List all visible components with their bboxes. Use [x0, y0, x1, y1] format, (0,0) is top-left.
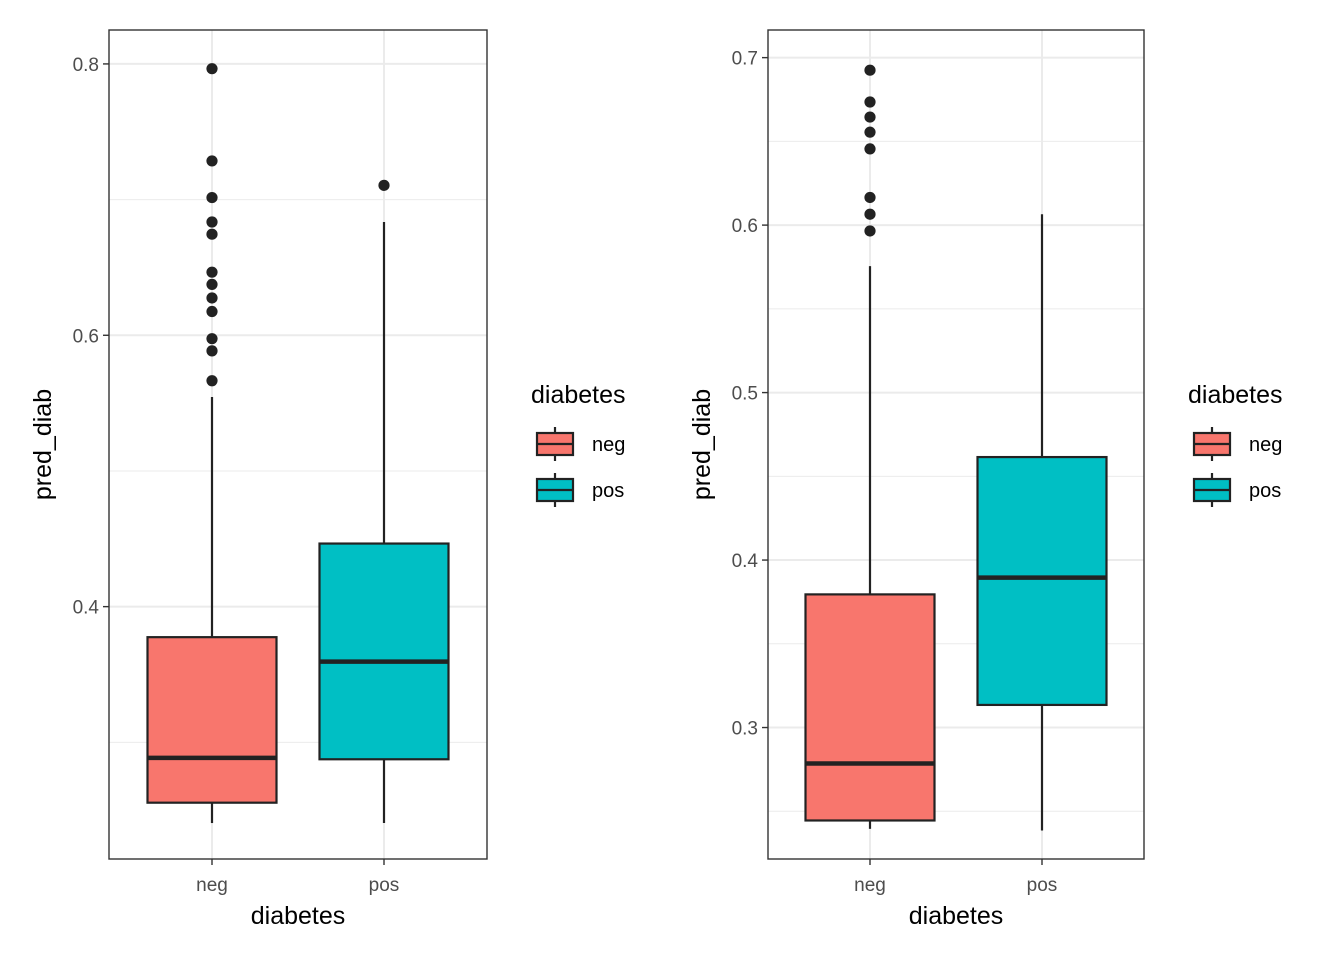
outlier-point	[864, 225, 876, 237]
x-axis-title: diabetes	[909, 902, 1004, 930]
chart-panel-1: 0.4 0.6 0.8 neg pos diabetes pred_diab diabetes…	[29, 29, 626, 930]
box-neg	[146, 63, 278, 824]
panel-border	[108, 29, 488, 860]
outlier-point	[206, 228, 218, 240]
outlier-point	[206, 63, 218, 75]
legend-item-neg: neg	[535, 427, 625, 461]
legend-label: pos	[592, 480, 624, 502]
y-tick-label: 0.8	[73, 55, 99, 76]
y-tick-label: 0.4	[732, 551, 759, 572]
legend-label: neg	[592, 434, 625, 456]
x-tick-label: neg	[854, 875, 886, 896]
outlier-point	[864, 64, 876, 76]
legend-item-neg: neg	[1192, 427, 1282, 461]
outlier-point	[206, 216, 218, 228]
y-tick-label: 0.4	[73, 598, 100, 619]
x-tick-label: pos	[369, 875, 400, 896]
box-neg	[804, 64, 936, 829]
legend-title: diabetes	[1188, 381, 1283, 409]
outlier-point	[206, 292, 218, 304]
x-tick-label: neg	[196, 875, 228, 896]
y-tick-label: 0.5	[732, 384, 758, 405]
outlier-point	[206, 333, 218, 345]
box-body	[318, 542, 450, 761]
legend: diabetes neg pos	[1188, 381, 1283, 507]
y-tick-label: 0.6	[73, 326, 99, 347]
box-body	[804, 593, 936, 822]
legend-item-pos: pos	[535, 473, 624, 507]
panel-border	[767, 29, 1145, 860]
outlier-point	[864, 111, 876, 123]
y-tick-label: 0.3	[732, 719, 758, 740]
legend-item-pos: pos	[1192, 473, 1281, 507]
outlier-point	[864, 96, 876, 108]
outlier-point	[206, 155, 218, 167]
outlier-point	[864, 208, 876, 220]
outlier-point	[206, 305, 218, 318]
outlier-point	[378, 179, 390, 191]
y-tick-label: 0.6	[732, 216, 758, 237]
y-tick-label: 0.7	[732, 49, 758, 70]
box-pos	[318, 179, 450, 824]
outlier-point	[864, 191, 876, 204]
outlier-point	[864, 126, 876, 138]
outlier-point	[206, 345, 218, 357]
outlier-point	[864, 143, 876, 155]
legend-title: diabetes	[531, 381, 626, 409]
outlier-point	[206, 375, 218, 387]
outlier-point	[206, 278, 218, 290]
box-body	[976, 455, 1108, 707]
legend-label: neg	[1249, 434, 1282, 456]
y-axis-title: pred_diab	[29, 389, 57, 500]
x-axis-title: diabetes	[251, 902, 346, 930]
legend: diabetes neg pos	[531, 381, 626, 507]
x-tick-label: pos	[1027, 875, 1058, 896]
box-pos	[976, 214, 1108, 831]
box-body	[146, 636, 278, 804]
y-axis-title: pred_diab	[688, 389, 716, 500]
outlier-point	[206, 266, 218, 278]
outlier-point	[206, 191, 218, 204]
legend-label: pos	[1249, 480, 1281, 502]
